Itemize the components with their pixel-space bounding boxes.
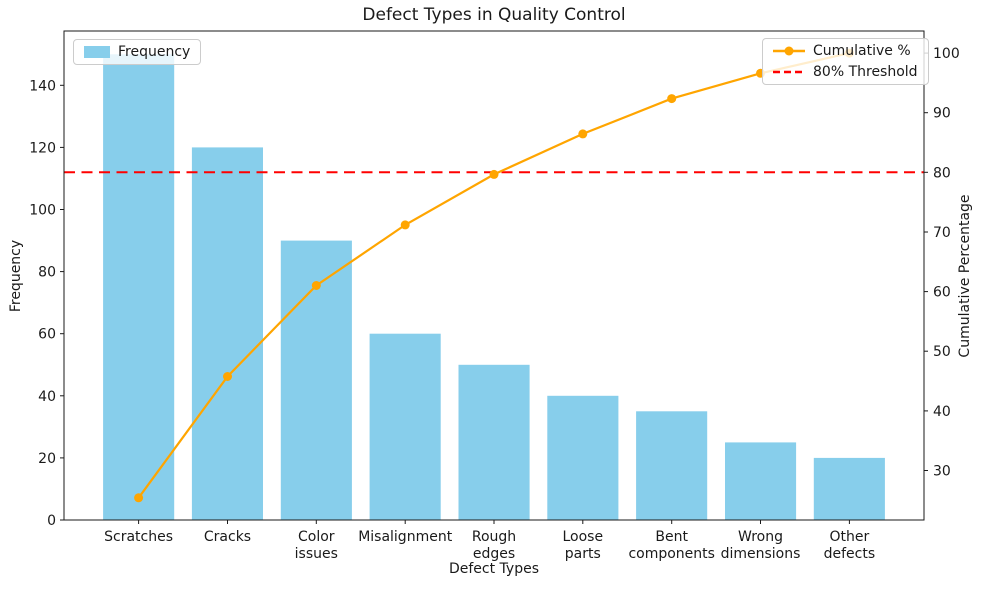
- left-tick-label: 60: [38, 327, 56, 343]
- x-tick-label-cracks: Cracks: [204, 529, 251, 545]
- cumulative-marker-color-issues: [311, 281, 321, 290]
- x-axis-label: Defect Types: [448, 561, 540, 577]
- cumulative-marker-bent-components: [667, 94, 677, 104]
- threshold-line-icon: [773, 66, 805, 78]
- right-tick-label: 90: [933, 106, 951, 122]
- x-tick-label-bent-components: Bent components: [628, 529, 715, 562]
- x-tick-label-rough-edges: Rough edges: [472, 529, 516, 562]
- right-tick-label: 40: [933, 404, 951, 420]
- legend-row-threshold: 80% Threshold: [773, 64, 918, 80]
- cumulative-marker-rough-edges: [489, 169, 499, 179]
- left-tick-label: 80: [38, 265, 56, 281]
- left-tick-label: 140: [29, 78, 56, 94]
- right-tick-label: 80: [933, 165, 951, 181]
- legend-frequency-label: Frequency: [118, 44, 191, 60]
- bar-rough-edges: [458, 364, 530, 520]
- left-tick-label: 20: [38, 451, 56, 467]
- left-tick-label: 0: [47, 513, 56, 529]
- right-tick-label: 60: [933, 285, 951, 301]
- x-tick-label-wrong-dimensions: Wrong dimensions: [721, 529, 801, 562]
- bar-other-defects: [813, 457, 885, 520]
- bar-loose-parts: [547, 395, 619, 520]
- bar-misalignment: [369, 333, 441, 520]
- cumulative-line-icon: [773, 45, 805, 57]
- x-tick-label-color-issues: Color issues: [295, 529, 338, 562]
- x-tick-label-loose-parts: Loose parts: [563, 529, 604, 562]
- frequency-swatch-icon: [84, 46, 110, 58]
- bar-bent-components: [636, 411, 708, 520]
- right-tick-label: 50: [933, 344, 951, 360]
- right-tick-label: 30: [933, 464, 951, 480]
- right-tick-label: 70: [933, 225, 951, 241]
- cumulative-marker-misalignment: [400, 220, 410, 230]
- cumulative-marker-cracks: [223, 372, 232, 381]
- bar-cracks: [191, 147, 263, 520]
- left-tick-label: 100: [29, 203, 56, 219]
- x-tick-label-scratches: Scratches: [104, 529, 173, 545]
- legend-cumulative-label: Cumulative %: [813, 43, 911, 59]
- legend-row-cumulative: Cumulative %: [773, 43, 911, 59]
- x-tick-label-misalignment: Misalignment: [358, 529, 453, 545]
- chart-title: Defect Types in Quality Control: [362, 5, 626, 25]
- x-tick-label-other-defects: Other defects: [824, 529, 876, 562]
- bar-wrong-dimensions: [725, 442, 797, 520]
- left-tick-label: 120: [29, 140, 56, 156]
- left-y-axis-label: Frequency: [8, 239, 24, 313]
- right-tick-label: 100: [933, 46, 960, 62]
- right-y-axis-label: Cumulative Percentage: [957, 194, 973, 358]
- left-tick-label: 40: [38, 389, 56, 405]
- bar-scratches: [103, 54, 175, 521]
- cumulative-marker-loose-parts: [578, 129, 588, 139]
- legend-cumulative: Cumulative % 80% Threshold: [762, 38, 929, 85]
- cumulative-marker-scratches: [134, 493, 144, 503]
- legend-frequency: Frequency: [73, 39, 202, 65]
- legend-threshold-label: 80% Threshold: [813, 64, 918, 80]
